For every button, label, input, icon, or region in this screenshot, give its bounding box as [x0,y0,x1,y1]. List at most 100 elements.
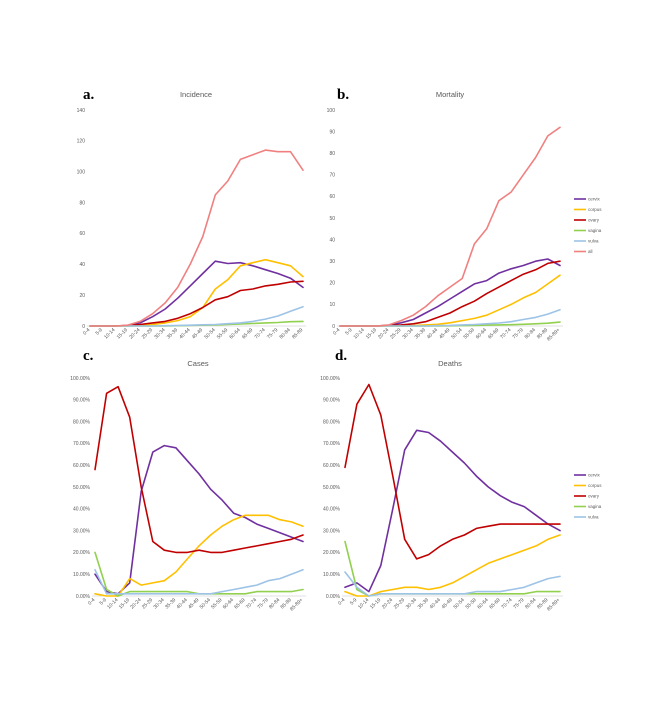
chart-title: Deaths [438,359,462,368]
series-line-cervix [89,260,304,327]
y-tick-label: 50.00% [73,485,91,491]
series-line-corpus [344,534,561,597]
y-tick-label: 80 [79,200,85,206]
x-tick-label: 75-79 [512,597,525,610]
y-tick-label: 20 [329,281,335,287]
x-tick-label: 10-14 [106,597,119,610]
x-tick-label: 20-24 [377,327,390,340]
panel-label: b. [337,87,349,103]
x-tick-label: 80-84 [524,597,537,610]
x-tick-label: 45-49 [441,597,454,610]
x-tick-label: 0-4 [337,597,347,607]
y-tick-label: 30 [329,259,335,265]
x-tick-label: 20-24 [381,597,394,610]
x-tick-label: 30-34 [152,597,165,610]
x-tick-label: 35-39 [417,597,430,610]
x-tick-label: 15-19 [365,327,378,340]
x-tick-label: 25-29 [393,597,406,610]
y-tick-label: 60.00% [323,463,341,469]
y-tick-label: 140 [77,108,86,114]
y-tick-label: 100.00% [320,376,340,382]
x-tick-label: 70-74 [500,597,513,610]
x-tick-label: 5-9 [344,327,354,337]
y-tick-label: 10.00% [323,572,341,578]
y-tick-label: 100 [327,108,336,114]
series-line-cervix [344,429,561,593]
x-tick-label: 65-69 [488,597,501,610]
x-tick-label: 80-84 [524,327,537,340]
x-tick-label: 85-89+ [546,327,561,342]
x-tick-label: 15-19 [369,597,382,610]
x-tick-label: 60-64 [222,597,235,610]
legend-label-all: all [588,249,593,254]
x-tick-label: 0-4 [332,327,342,337]
y-tick-label: 120 [77,139,86,145]
y-tick-label: 40.00% [323,507,341,513]
x-tick-label: 30-34 [405,597,418,610]
x-tick-label: 40-44 [429,597,442,610]
y-tick-label: 0 [82,324,85,330]
x-tick-label: 10-14 [357,597,370,610]
legend-label-vulva: vulva [588,515,599,520]
y-tick-label: 20.00% [323,550,341,556]
series-line-corpus [89,258,304,327]
x-tick-label: 60-64 [475,327,488,340]
chart-title: Incidence [180,90,212,99]
legend-label-corpus: corpus [588,207,602,212]
x-tick-label: 15-19 [116,327,129,340]
y-tick-label: 70.00% [73,441,91,447]
x-tick-label: 50-54 [450,327,463,340]
x-tick-label: 15-19 [118,597,131,610]
x-tick-label: 85-89+ [289,597,304,612]
x-tick-label: 80-84 [279,327,292,340]
x-tick-label: 85-89+ [546,597,561,612]
x-tick-label: 35-39 [164,597,177,610]
legend-label-cervix: cervix [588,197,601,202]
y-tick-label: 50 [329,216,335,222]
y-tick-label: 10 [329,302,335,308]
y-tick-label: 0.00% [326,594,341,600]
series-line-cervix [339,258,561,327]
x-tick-label: 85-89 [291,327,304,340]
y-tick-label: 20 [79,293,85,299]
y-tick-label: 0.00% [76,594,91,600]
chart-title: Cases [187,359,209,368]
x-tick-label: 40-44 [426,327,439,340]
x-tick-label: 5-9 [95,327,105,337]
x-tick-label: 10-14 [103,327,116,340]
series-line-vulva [344,571,561,597]
y-tick-label: 40 [329,237,335,243]
x-tick-label: 30-34 [401,327,414,340]
y-tick-label: 70 [329,173,335,179]
x-tick-label: 80-84 [268,597,281,610]
x-tick-label: 60-64 [228,327,241,340]
series-line-all [89,149,304,327]
y-tick-label: 60 [79,231,85,237]
legend-label-ovary: ovary [588,218,600,223]
legend-label-vulva: vulva [588,239,599,244]
x-tick-label: 0-4 [82,327,92,337]
x-tick-label: 35-39 [414,327,427,340]
x-tick-label: 65-69 [487,327,500,340]
series-line-ovary [89,280,304,327]
y-tick-label: 90.00% [73,398,91,404]
series-line-cervix [94,444,304,595]
series-line-corpus [94,514,304,597]
x-tick-label: 75-79 [511,327,524,340]
x-tick-label: 25-29 [141,597,154,610]
x-tick-label: 30-34 [153,327,166,340]
y-tick-label: 20.00% [73,550,91,556]
chart-panel-3: c. Cases 0.00% 10.00% 20.00% 30.00% 40.00% 50.0… [70,348,306,613]
x-tick-label: 0-4 [87,597,97,607]
x-tick-label: 40-44 [176,597,189,610]
series-line-vulva [94,568,304,595]
y-tick-label: 10.00% [73,572,91,578]
x-tick-label: 55-59 [463,327,476,340]
y-tick-label: 40.00% [73,507,91,513]
x-tick-label: 70-74 [499,327,512,340]
y-tick-label: 90 [329,129,335,135]
legend-label-vagina: vagina [588,504,602,509]
x-tick-label: 50-54 [453,597,466,610]
y-tick-label: 90.00% [323,398,341,404]
